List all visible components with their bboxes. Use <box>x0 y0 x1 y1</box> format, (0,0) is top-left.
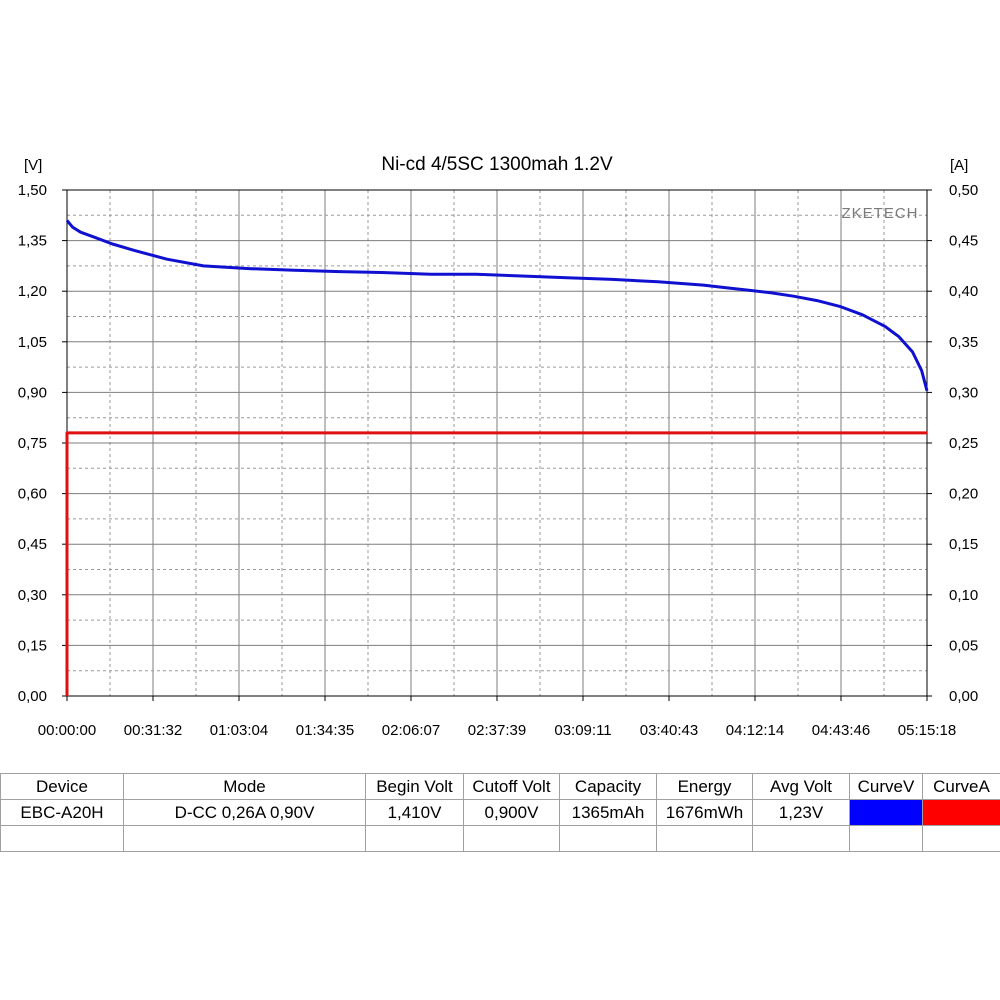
y-left-tick-label: 1,20 <box>18 283 47 300</box>
empty-cell <box>123 825 366 852</box>
x-tick-label: 01:03:04 <box>210 722 268 739</box>
empty-cell <box>922 825 1000 852</box>
y-right-tick-label: 0,15 <box>949 536 978 553</box>
x-tick-label: 05:15:18 <box>898 722 956 739</box>
header-device[interactable]: Device <box>0 773 124 800</box>
y-left-tick-label: 0,00 <box>18 688 47 705</box>
empty-cell <box>656 825 753 852</box>
y-right-tick-label: 0,05 <box>949 637 978 654</box>
y-right-tick-label: 0,25 <box>949 435 978 452</box>
y-right-tick-label: 0,20 <box>949 486 978 503</box>
chart-tick-labels: 1,50 1,35 1,20 1,05 0,90 0,75 0,60 0,45 0,30 0,15… <box>18 182 978 739</box>
y-right-tick-label: 0,40 <box>949 283 978 300</box>
y-right-tick-label: 0,50 <box>949 182 978 199</box>
y-right-tick-label: 0,45 <box>949 233 978 250</box>
curve-a-swatch[interactable] <box>922 799 1000 826</box>
voltage-series-line <box>65 219 929 392</box>
x-tick-label: 03:09:11 <box>554 722 611 739</box>
header-curve-a[interactable]: CurveA <box>922 773 1000 800</box>
cell-begin-volt: 1,410V <box>365 799 464 826</box>
header-avg-volt[interactable]: Avg Volt <box>752 773 850 800</box>
table-row[interactable]: EBC-A20H D-CC 0,26A 0,90V 1,410V 0,900V … <box>0 799 1000 826</box>
current-series-line <box>65 431 927 696</box>
header-curve-v[interactable]: CurveV <box>849 773 923 800</box>
y-left-tick-label: 1,05 <box>18 334 47 351</box>
cell-mode: D-CC 0,26A 0,90V <box>123 799 366 826</box>
cell-device: EBC-A20H <box>0 799 124 826</box>
table-row-empty <box>0 825 1000 852</box>
y-right-tick-label: 0,35 <box>949 334 978 351</box>
watermark-label: ZKETECH <box>841 205 918 222</box>
table-header-row: Device Mode Begin Volt Cutoff Volt Capac… <box>0 773 1000 800</box>
cell-avg-volt: 1,23V <box>752 799 850 826</box>
empty-cell <box>752 825 850 852</box>
header-mode[interactable]: Mode <box>123 773 366 800</box>
chart-grid <box>67 190 927 696</box>
x-tick-label: 00:00:00 <box>38 722 96 739</box>
curve-v-swatch[interactable] <box>849 799 923 826</box>
x-tick-label: 02:37:39 <box>468 722 526 739</box>
y-right-unit: [A] <box>950 157 968 174</box>
y-left-tick-label: 1,50 <box>18 182 47 199</box>
chart-title: Ni-cd 4/5SC 1300mah 1.2V <box>381 154 613 175</box>
header-energy[interactable]: Energy <box>656 773 753 800</box>
empty-cell <box>559 825 657 852</box>
cell-energy: 1676mWh <box>656 799 753 826</box>
header-capacity[interactable]: Capacity <box>559 773 657 800</box>
x-tick-label: 04:12:14 <box>726 722 784 739</box>
y-right-tick-label: 0,30 <box>949 384 978 401</box>
y-right-tick-label: 0,00 <box>949 688 978 705</box>
y-left-tick-label: 0,45 <box>18 536 47 553</box>
chart-series <box>65 219 929 696</box>
y-left-tick-label: 0,30 <box>18 587 47 604</box>
y-left-tick-label: 0,60 <box>18 486 47 503</box>
x-tick-label: 01:34:35 <box>296 722 354 739</box>
empty-cell <box>0 825 124 852</box>
discharge-chart: Ni-cd 4/5SC 1300mah 1.2V [V] [A] 1,50 1,3… <box>18 154 978 739</box>
y-left-tick-label: 0,75 <box>18 435 47 452</box>
x-tick-label: 02:06:07 <box>382 722 440 739</box>
x-tick-label: 04:43:46 <box>812 722 870 739</box>
y-right-tick-label: 0,10 <box>949 587 978 604</box>
y-left-tick-label: 0,15 <box>18 637 47 654</box>
empty-cell <box>849 825 923 852</box>
header-begin-volt[interactable]: Begin Volt <box>365 773 464 800</box>
cell-capacity: 1365mAh <box>559 799 657 826</box>
empty-cell <box>365 825 464 852</box>
cell-cutoff-volt: 0,900V <box>463 799 560 826</box>
results-table: Device Mode Begin Volt Cutoff Volt Capac… <box>0 773 1000 852</box>
header-cutoff-volt[interactable]: Cutoff Volt <box>463 773 560 800</box>
y-left-tick-label: 1,35 <box>18 233 47 250</box>
empty-cell <box>463 825 560 852</box>
x-tick-label: 00:31:32 <box>124 722 182 739</box>
y-left-unit: [V] <box>24 157 42 174</box>
y-left-tick-label: 0,90 <box>18 384 47 401</box>
x-tick-label: 03:40:43 <box>640 722 698 739</box>
